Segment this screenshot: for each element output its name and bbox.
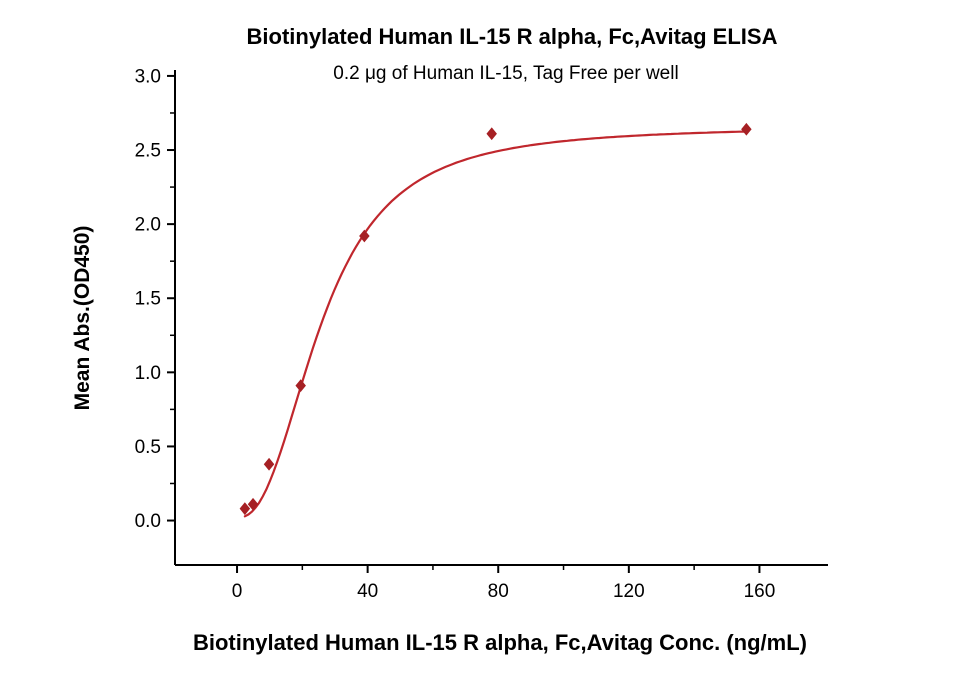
- y-tick-label: 0.5: [135, 437, 161, 458]
- data-point-marker: [295, 379, 306, 393]
- y-tick-label: 2.0: [135, 215, 161, 236]
- dose-response-curve: [243, 130, 748, 518]
- axis-tick-labels: 0 40 80 120 160 0.0 0.5 1.0 1.5 2.0 2.5 3.0: [135, 66, 776, 602]
- axes: [174, 70, 828, 566]
- x-tick-label: 120: [613, 581, 645, 602]
- fit-curve: [243, 130, 748, 518]
- data-point-marker: [359, 229, 370, 243]
- x-tick-label: 160: [744, 581, 776, 602]
- chart-title: Biotinylated Human IL-15 R alpha, Fc,Avi…: [247, 24, 778, 49]
- y-tick-label: 0.0: [135, 511, 161, 532]
- data-point-marker: [247, 497, 259, 511]
- y-axis-label: Mean Abs.(OD450): [71, 226, 94, 411]
- data-point-marker: [486, 127, 497, 141]
- data-point-marker: [741, 122, 752, 136]
- y-tick-label: 2.5: [135, 141, 161, 162]
- data-point-marker: [239, 502, 251, 516]
- axis-ticks: [167, 74, 761, 573]
- x-tick-label: 40: [357, 581, 378, 602]
- y-tick-label: 3.0: [135, 66, 161, 87]
- x-tick-label: 0: [232, 581, 243, 602]
- y-tick-label: 1.0: [135, 363, 161, 384]
- chart-subtitle: 0.2 μg of Human IL-15, Tag Free per well: [333, 63, 678, 84]
- x-axis-label: Biotinylated Human IL-15 R alpha, Fc,Avi…: [193, 630, 807, 655]
- data-points: [239, 122, 752, 516]
- y-tick-label: 1.5: [135, 289, 161, 310]
- x-tick-label: 80: [488, 581, 509, 602]
- data-point-marker: [263, 457, 275, 471]
